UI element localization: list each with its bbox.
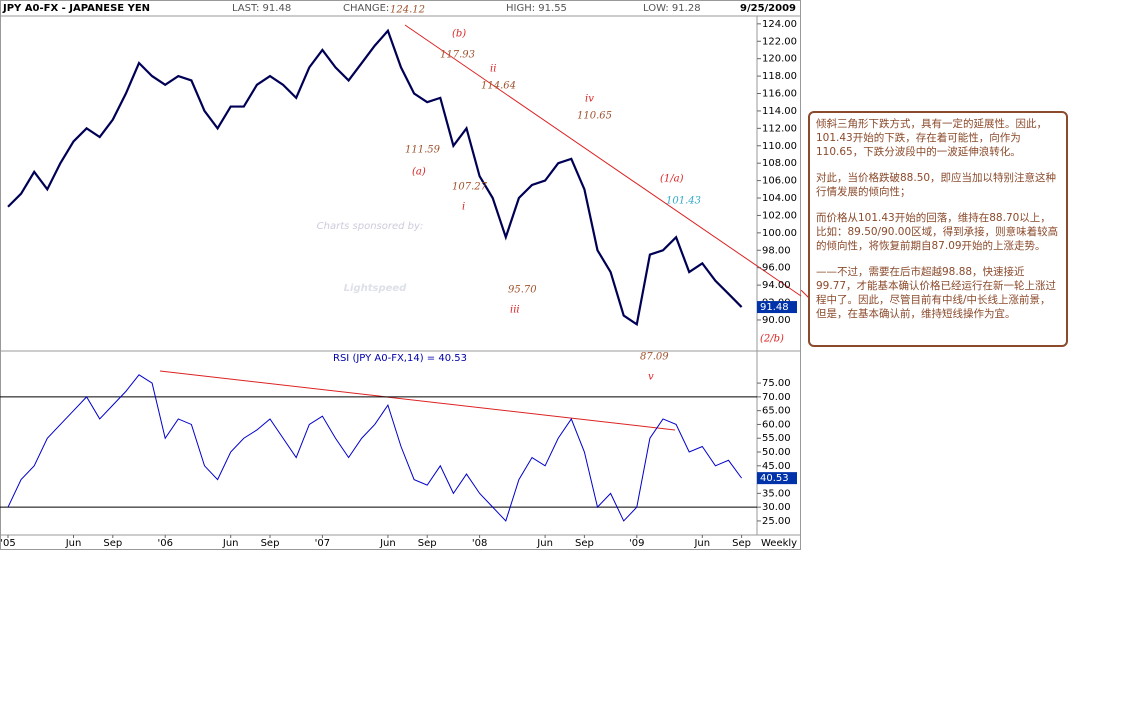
x-tick-label: Jun [65,538,82,549]
y-tick-label: 116.00 [762,89,797,100]
y-tick-label: 98.00 [762,245,791,256]
annotation: 87.09 [640,352,669,363]
x-tick-label: '05 [0,538,15,549]
annotation: 101.43 [666,196,701,207]
x-tick-label: '09 [629,538,644,549]
y-tick-label: 100.00 [762,228,797,239]
y-tick-label: 108.00 [762,158,797,169]
x-tick-label: Sep [418,538,437,549]
x-tick-label: Jun [379,538,396,549]
y-tick-label: 106.00 [762,176,797,187]
x-tick-label: Jun [693,538,710,549]
last-rsi-label: 40.53 [760,473,789,484]
annotation: 114.64 [481,81,516,92]
y-tick-label: 60.00 [762,419,791,430]
header-date: 9/25/2009 [740,3,796,14]
header-high: HIGH: 91.55 [506,3,567,14]
x-tick-label: Sep [575,538,594,549]
y-tick-label: 94.00 [762,280,791,291]
annotation: v [648,372,654,383]
x-tick-label: '08 [472,538,487,549]
header-last: LAST: 91.48 [232,3,291,14]
note-paragraph: ——不过，需要在后市超越98.88，快速接近99.77，才能基本确认价格已经运行… [816,266,1057,320]
annotation: (a) [412,167,426,178]
watermark: Charts sponsored by: [317,221,424,232]
y-tick-label: 120.00 [762,54,797,65]
y-tick-label: 45.00 [762,461,791,472]
last-price-box [757,301,797,314]
x-tick-label: '07 [315,538,330,549]
y-tick-label: 102.00 [762,210,797,221]
y-tick-label: 110.00 [762,141,797,152]
annotation: iii [510,305,520,316]
y-tick-label: 30.00 [762,502,791,513]
y-tick-label: 25.00 [762,516,791,527]
x-tick-label: '06 [157,538,172,549]
note-paragraph: 而价格从101.43开始的回落，维持在88.70以上，比如：89.50/90.0… [816,212,1059,252]
x-tick-label: Sep [732,538,751,549]
price-line [7,28,743,327]
connector [801,290,810,299]
y-tick-label: 35.00 [762,488,791,499]
note-paragraph: 倾斜三角形下跌方式，具有一定的延展性。因此，101.43开始的下跌，存在着可能性… [816,118,1047,158]
x-tick-label: Sep [103,538,122,549]
y-tick-label: 112.00 [762,123,797,134]
annotation: (b) [452,29,466,40]
comment-box: 倾斜三角形下跌方式，具有一定的延展性。因此，101.43开始的下跌，存在着可能性… [808,111,1068,347]
watermark: Lightspeed [344,283,408,294]
x-tick-label: Jun [536,538,553,549]
y-tick-label: 124.00 [762,19,797,30]
trend-line [404,24,802,297]
annotation: 107.27 [452,182,488,193]
chart: JPY A0-FX - JAPANESE YEN LAST: 91.48 CHA… [0,0,802,550]
y-tick-label: 50.00 [762,447,791,458]
y-tick-label: 104.00 [762,193,797,204]
last-price-label: 91.48 [760,302,789,313]
rsi-title: RSI (JPY A0-FX,14) = 40.53 [333,353,467,364]
annotation: 95.70 [508,285,537,296]
header-change: CHANGE: [343,3,389,14]
y-tick-label: 118.00 [762,71,797,82]
annotation: 117.93 [440,50,475,61]
header-low: LOW: 91.28 [643,3,701,14]
last-rsi-box [757,472,797,485]
rsi-line [7,374,743,522]
annotation: 124.12 [390,5,425,16]
period-label: Weekly [761,538,797,549]
annotation: ii [490,64,496,75]
annotation: 111.59 [405,145,441,156]
x-tick-label: Sep [261,538,280,549]
trend-line [801,290,810,299]
annotation: (1/a) [660,174,684,185]
y-tick-label: 55.00 [762,433,791,444]
y-tick-label: 122.00 [762,36,797,47]
chart-title: JPY A0-FX - JAPANESE YEN [2,3,150,14]
annotation: 110.65 [577,111,612,122]
x-tick-label: Jun [222,538,239,549]
y-tick-label: 90.00 [762,315,791,326]
y-tick-label: 75.00 [762,378,791,389]
y-tick-label: 96.00 [762,263,791,274]
annotation: (2/b) [760,334,784,345]
annotation: i [462,202,465,213]
annotation: iv [585,94,594,105]
note-paragraph: 对此，当价格跌破88.50，即应当加以特别注意这种行情发展的倾向性； [816,172,1057,198]
trend-line [159,370,676,431]
y-tick-label: 65.00 [762,406,791,417]
frame [0,0,801,550]
y-tick-label: 70.00 [762,392,791,403]
y-tick-label: 114.00 [762,106,797,117]
